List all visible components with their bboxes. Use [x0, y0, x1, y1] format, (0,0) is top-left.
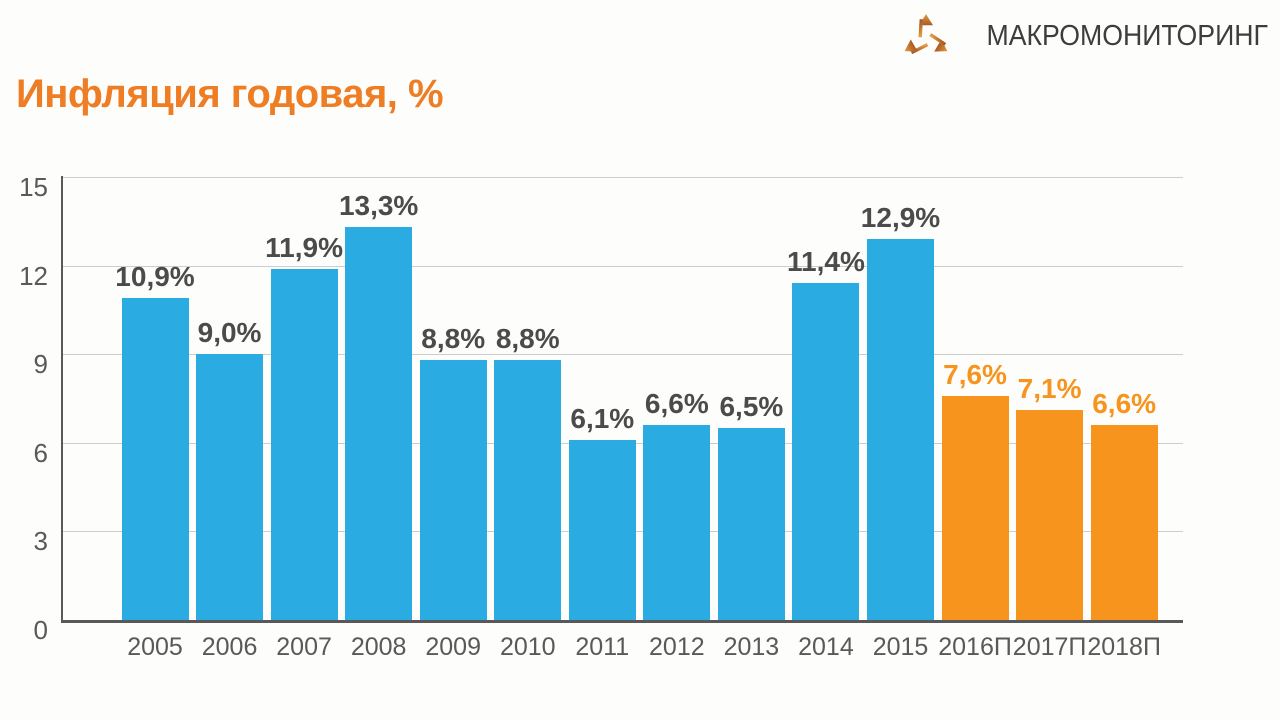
x-tick-label-2018П: 2018П: [1087, 633, 1161, 661]
bar-2016П: [941, 395, 1009, 620]
bar-2005: [121, 298, 189, 620]
x-axis-line: [61, 620, 1183, 623]
x-tick-label-2009: 2009: [425, 633, 481, 661]
value-label-2005: 10,9%: [115, 261, 195, 293]
y-axis-line: [61, 176, 63, 622]
value-label-2006: 9,0%: [197, 317, 262, 349]
y-tick-label-3: 3: [33, 526, 48, 557]
logo-text: МАКРОМОНИТОРИНГ: [986, 19, 1268, 52]
value-label-2012: 6,6%: [644, 388, 709, 420]
value-label-2011: 6,1%: [570, 402, 635, 434]
bar-2013: [717, 428, 785, 620]
value-label-2013: 6,5%: [719, 391, 784, 423]
bar-2015: [867, 239, 934, 620]
bar-2006: [196, 354, 264, 620]
x-tick-label-2012: 2012: [649, 633, 705, 661]
bar-2011: [568, 439, 636, 620]
x-tick-label-2013: 2013: [723, 633, 780, 661]
value-label-2015: 12,9%: [860, 202, 941, 234]
x-tick-label-2011: 2011: [575, 633, 630, 661]
bar-2008: [345, 227, 413, 620]
value-label-2017П: 7,1%: [1017, 373, 1082, 405]
bar-2014: [792, 283, 860, 620]
bar-2017П: [1016, 410, 1084, 620]
value-label-2016П: 7,6%: [943, 358, 1007, 390]
y-tick-label-6: 6: [33, 437, 48, 468]
bar-2009: [419, 360, 487, 620]
value-label-2007: 11,9%: [265, 231, 344, 263]
gridline-15: [62, 177, 1183, 178]
logo: МАКРОМОНИТОРИНГ: [898, 8, 1268, 64]
x-tick-label-2017П: 2017П: [1012, 633, 1087, 661]
value-label-2010: 8,8%: [495, 323, 560, 355]
gridline-9: [62, 354, 1183, 356]
y-tick-label-0: 0: [33, 615, 48, 645]
bar-2010: [494, 360, 562, 620]
x-tick-label-2016П: 2016П: [938, 633, 1012, 661]
x-tick-label-2006: 2006: [201, 633, 258, 661]
y-tick-label-12: 12: [19, 260, 48, 291]
value-label-2008: 13,3%: [338, 190, 419, 222]
x-tick-label-2007: 2007: [276, 633, 332, 661]
tri-arrow-icon: [904, 14, 948, 55]
value-label-2009: 8,8%: [421, 323, 486, 355]
gridline-12: [62, 265, 1183, 267]
x-tick-label-2015: 2015: [872, 633, 929, 661]
y-tick-label-9: 9: [33, 349, 48, 380]
value-label-2014: 11,4%: [787, 246, 865, 278]
bar-2018П: [1090, 425, 1158, 620]
x-tick-label-2005: 2005: [127, 633, 183, 661]
x-tick-label-2010: 2010: [499, 633, 556, 661]
chart-title: Инфляция годовая, %: [16, 72, 444, 116]
bar-2012: [643, 425, 711, 620]
x-tick-label-2008: 2008: [350, 633, 407, 661]
y-tick-label-15: 15: [19, 172, 48, 202]
x-tick-label-2014: 2014: [798, 633, 854, 661]
bar-2007: [270, 268, 338, 620]
value-label-2018П: 6,6%: [1092, 388, 1157, 420]
